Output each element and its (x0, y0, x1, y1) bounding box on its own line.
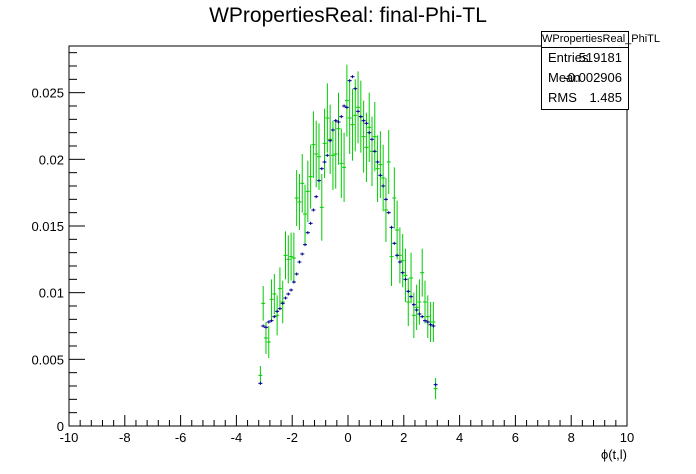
stats-key-mean: Mean (548, 70, 581, 85)
stats-box: WPropertiesReal_PhiTL Entries 519181 Mea… (541, 31, 660, 110)
y-tick-label: 0.02 (39, 152, 64, 167)
stats-row-entries: Entries 519181 (542, 48, 628, 68)
stats-box-title: WPropertiesReal_PhiTL (542, 32, 660, 48)
y-tick-label: 0.005 (31, 352, 64, 367)
x-tick-label: -6 (175, 430, 187, 445)
series-1 (258, 64, 438, 400)
stats-value-rms: 1.485 (589, 90, 622, 105)
x-tick-label: 10 (620, 430, 634, 445)
x-tick-label: 0 (344, 430, 351, 445)
y-tick-label: 0.01 (39, 286, 64, 301)
y-tick-label: 0 (57, 419, 64, 434)
series-0 (258, 75, 438, 387)
chart-title: WPropertiesReal: final-Phi-TL (209, 4, 487, 27)
stats-key-entries: Entries (548, 50, 589, 65)
stats-row-mean: Mean -0.002906 (542, 68, 628, 88)
x-tick-label: 8 (568, 430, 575, 445)
x-tick-label: -4 (231, 430, 243, 445)
y-tick-label: 0.015 (31, 219, 64, 234)
stats-key-rms: RMS (548, 90, 577, 105)
x-tick-label: 4 (456, 430, 463, 445)
data-marks (258, 64, 438, 400)
x-tick-label: -2 (286, 430, 298, 445)
stats-value-mean: -0.002906 (563, 70, 622, 85)
axis-ticks (68, 52, 628, 427)
x-tick-label: -10 (60, 430, 79, 445)
stats-value-entries: 519181 (578, 50, 622, 65)
x-tick-label: 2 (400, 430, 407, 445)
y-tick-label: 0.025 (31, 86, 64, 101)
stats-row-rms: RMS 1.485 (542, 88, 628, 108)
axis-tick-labels: -10 -8 -6 -4 -2 0 2 4 6 8 10 0 0.005 0.01 0.015 0.02 0.0… (31, 86, 634, 445)
x-axis-label: ϕ(t,l) (601, 447, 627, 462)
x-tick-label: -8 (119, 430, 131, 445)
x-tick-label: 6 (512, 430, 519, 445)
